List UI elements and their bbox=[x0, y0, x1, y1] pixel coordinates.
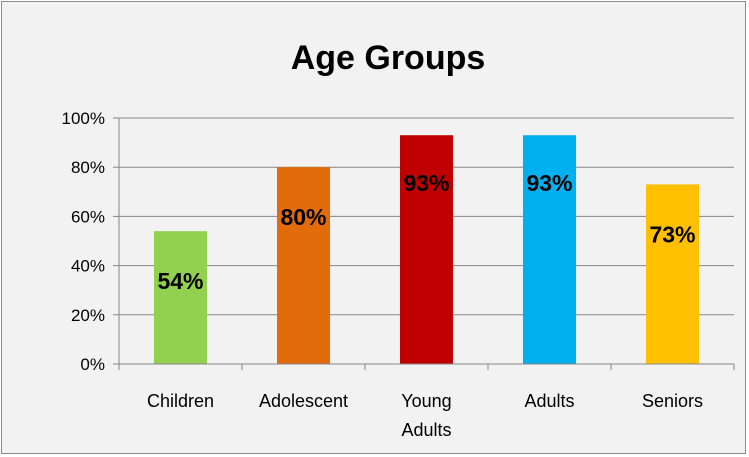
x-tick-label: Young bbox=[401, 391, 451, 411]
chart-title: Age Groups bbox=[291, 39, 486, 77]
x-tick-label: Adults bbox=[401, 420, 451, 440]
bar bbox=[154, 231, 207, 364]
data-label: 54% bbox=[157, 268, 203, 294]
x-tick-label: Children bbox=[147, 391, 214, 411]
y-tick-label: 80% bbox=[71, 158, 105, 177]
bars bbox=[154, 135, 699, 364]
x-tick-label: Adolescent bbox=[259, 391, 348, 411]
data-label: 93% bbox=[526, 170, 572, 196]
axes bbox=[113, 117, 735, 370]
y-tick-label: 40% bbox=[71, 257, 105, 276]
data-label: 93% bbox=[403, 170, 449, 196]
data-label: 80% bbox=[280, 204, 326, 230]
bar bbox=[400, 135, 453, 364]
data-label: 73% bbox=[649, 221, 695, 247]
bar bbox=[277, 167, 330, 364]
y-tick-label: 0% bbox=[80, 355, 105, 374]
x-axis-tick-labels: Children Adolescent Young Adults Adults Senio… bbox=[147, 391, 703, 440]
y-axis-tick-labels: 0% 20% 40% 60% 80% 100% bbox=[62, 109, 105, 374]
x-tick-label: Adults bbox=[524, 391, 574, 411]
bar bbox=[646, 184, 699, 364]
y-tick-label: 60% bbox=[71, 207, 105, 226]
y-tick-label: 100% bbox=[62, 109, 105, 128]
data-labels: 54% 80% 93% 93% 73% bbox=[157, 170, 695, 294]
x-tick-label: Seniors bbox=[642, 391, 703, 411]
bar bbox=[523, 135, 576, 364]
y-tick-label: 20% bbox=[71, 306, 105, 325]
